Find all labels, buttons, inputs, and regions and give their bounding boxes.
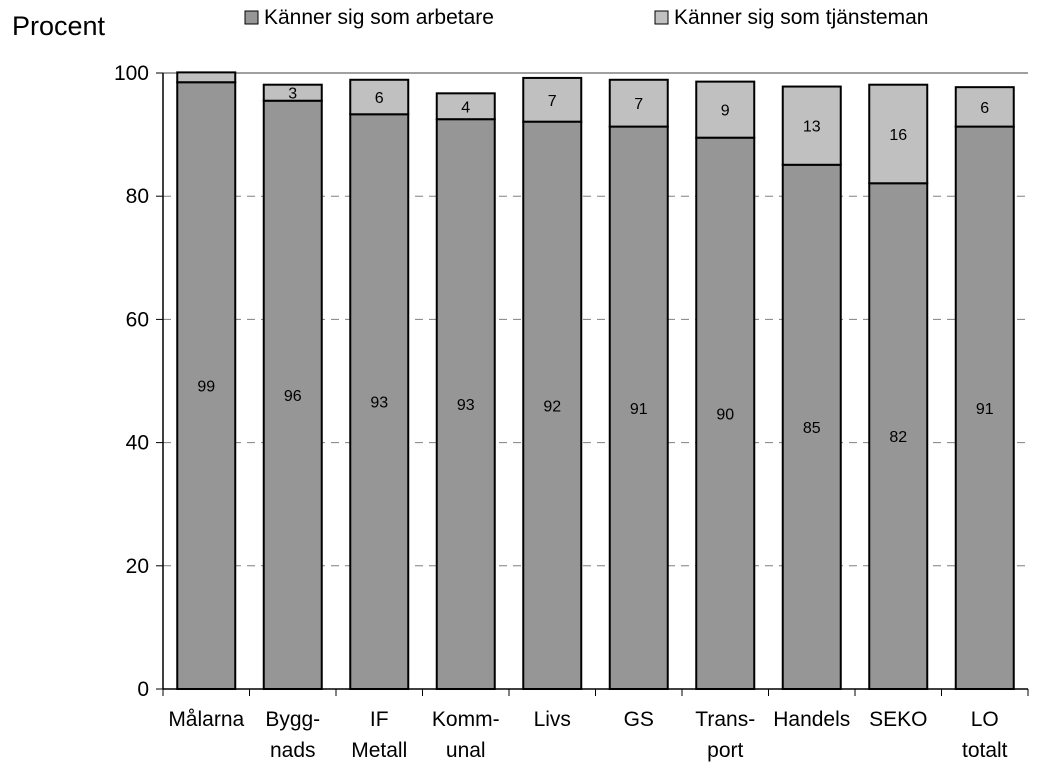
bar-segment-tjansteman [522, 76, 583, 123]
data-label: 91 [630, 401, 648, 418]
bar-segment-tjansteman [349, 78, 410, 116]
x-tick-label: Trans-port [695, 708, 755, 762]
data-label: 96 [284, 388, 302, 405]
x-tick-label-line: Målarna [168, 708, 244, 731]
x-tick-label-line: SEKO [869, 708, 927, 731]
x-tick-label: IF Metall [351, 708, 407, 762]
x-tick-label-line: port [707, 739, 743, 762]
x-tick-label-line: GS [624, 708, 654, 731]
x-tick-label-line: Trans- [695, 708, 755, 731]
y-tick-label: 40 [126, 432, 149, 455]
x-tick-label: Bygg-nads [265, 708, 320, 762]
x-tick-label: GS [624, 708, 654, 731]
bar-segment-tjansteman [781, 85, 842, 166]
axes [156, 72, 1029, 696]
bar-segment-arbetare [435, 118, 496, 690]
x-tick-label-line: IF [370, 708, 389, 731]
bars [176, 71, 1015, 691]
x-tick-label-line: Komm- [432, 708, 500, 731]
legend: Känner sig som arbetare Känner sig som t… [244, 6, 928, 29]
y-tick-label: 100 [114, 62, 149, 85]
bar-segment-tjansteman [954, 86, 1015, 128]
bar-segment-tjansteman [262, 83, 323, 102]
x-tick-label: Livs [534, 708, 571, 731]
data-label: 13 [803, 119, 821, 136]
data-label: 91 [976, 401, 994, 418]
bar-segment-arbetare [176, 81, 237, 691]
y-tick-label: 0 [137, 678, 149, 701]
x-tick-label-line: LO [971, 708, 999, 731]
x-tick-label-line: unal [446, 739, 486, 762]
y-tick-label: 80 [126, 185, 149, 208]
data-label: 7 [634, 96, 643, 113]
x-tick-label-line: Handels [773, 708, 850, 731]
data-label: 85 [803, 420, 821, 437]
x-tick-label-line: Bygg- [265, 708, 320, 731]
data-label: 3 [288, 86, 297, 103]
y-tick-label: 60 [126, 308, 149, 331]
bar-segment-tjansteman [608, 78, 669, 128]
bar-segment-arbetare [954, 125, 1015, 691]
x-tick-label: SEKO [869, 708, 927, 731]
x-tick-label: Målarna [168, 708, 244, 731]
data-label: 92 [543, 398, 561, 415]
bar-segment-arbetare [262, 99, 323, 691]
data-label: 16 [889, 127, 907, 144]
x-tick-label: LO totalt [962, 708, 1008, 762]
bar-segment-tjansteman [435, 92, 496, 121]
data-label: 93 [457, 397, 475, 414]
data-label: 9 [721, 103, 730, 120]
bar-segment-tjansteman [695, 80, 756, 139]
y-axis-title: Procent [12, 11, 106, 41]
x-tick-label-line: Livs [534, 708, 571, 731]
data-label: 82 [889, 429, 907, 446]
x-tick-label-line: nads [270, 739, 316, 762]
y-tick-label: 20 [126, 555, 149, 578]
data-label: 99 [197, 379, 215, 396]
data-label: 93 [370, 395, 388, 412]
legend-label-arbetare: Känner sig som arbetare [264, 6, 494, 29]
bar-segment-tjansteman [176, 71, 237, 84]
data-label: 90 [716, 406, 734, 423]
x-tick-label-line: Metall [351, 739, 407, 762]
data-label: 6 [375, 90, 384, 107]
bar-segment-tjansteman [868, 83, 929, 185]
data-label: 6 [980, 100, 989, 117]
data-label: 4 [461, 99, 470, 116]
bar-segment-arbetare [695, 136, 756, 690]
legend-swatch-arbetare [244, 10, 259, 25]
bar-segment-arbetare [349, 113, 410, 691]
legend-label-tjansteman: Känner sig som tjänsteman [674, 6, 928, 29]
x-tick-label: Komm-unal [432, 708, 500, 762]
bar-segment-arbetare [781, 163, 842, 690]
data-label: 7 [548, 93, 557, 110]
legend-swatch-tjansteman [654, 10, 669, 25]
x-tick-label: Handels [773, 708, 850, 731]
x-tick-label-line: totalt [962, 739, 1008, 762]
